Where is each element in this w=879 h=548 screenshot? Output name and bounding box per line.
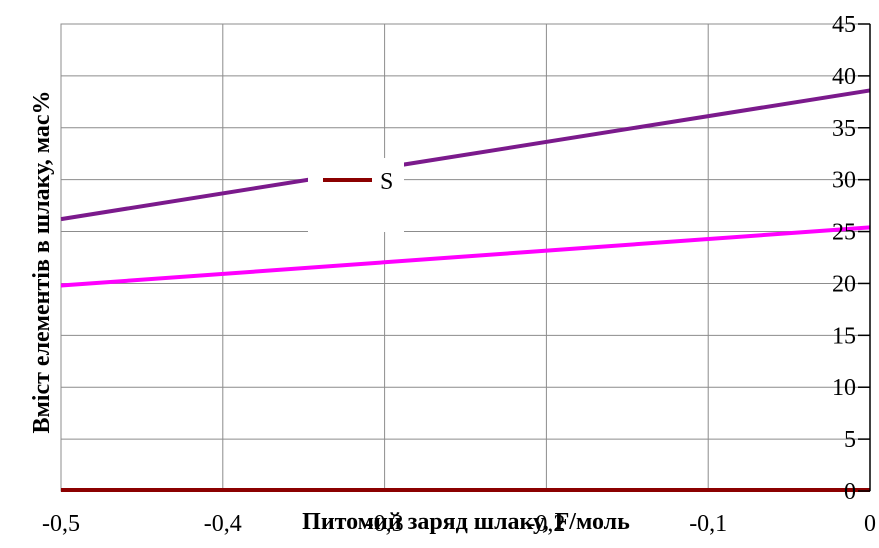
y-tick-label: 35: [832, 116, 856, 142]
x-tick-label: 0: [864, 511, 876, 537]
y-tick-label: 0: [844, 479, 856, 505]
y-tick-label: 10: [832, 375, 856, 401]
x-tick-label: -0,5: [42, 511, 80, 537]
x-tick-label: -0,2: [527, 511, 565, 537]
legend-label-s: S: [380, 169, 393, 195]
y-tick-label: 30: [832, 168, 856, 194]
x-tick-label: -0,1: [689, 511, 727, 537]
y-axis-title: Вміст елементів в шлаку, мас%: [29, 90, 55, 433]
y-tick-label: 25: [832, 220, 856, 246]
x-tick-label: -0,4: [204, 511, 242, 537]
series-line-1: [60, 88, 871, 222]
legend-box: [308, 158, 404, 232]
y-tick-label: 40: [832, 64, 856, 90]
x-axis: -0,5 -0,4 -0,3 -0,2 -0,1 0: [42, 511, 876, 537]
x-axis-title: Питомий заряд шлаку, F/моль: [302, 509, 630, 535]
series-layer: [60, 88, 871, 492]
y-tick-label: 5: [844, 427, 856, 453]
x-tick-label: -0,3: [366, 511, 404, 537]
series-line-2: [60, 225, 871, 288]
legend: S: [308, 158, 404, 232]
y-tick-label: 15: [832, 323, 856, 349]
y-axis: 45 40 35 30 25 20 15 10 5 0: [832, 12, 871, 505]
y-tick-label: 20: [832, 271, 856, 297]
y-tick-label: 45: [832, 12, 856, 38]
